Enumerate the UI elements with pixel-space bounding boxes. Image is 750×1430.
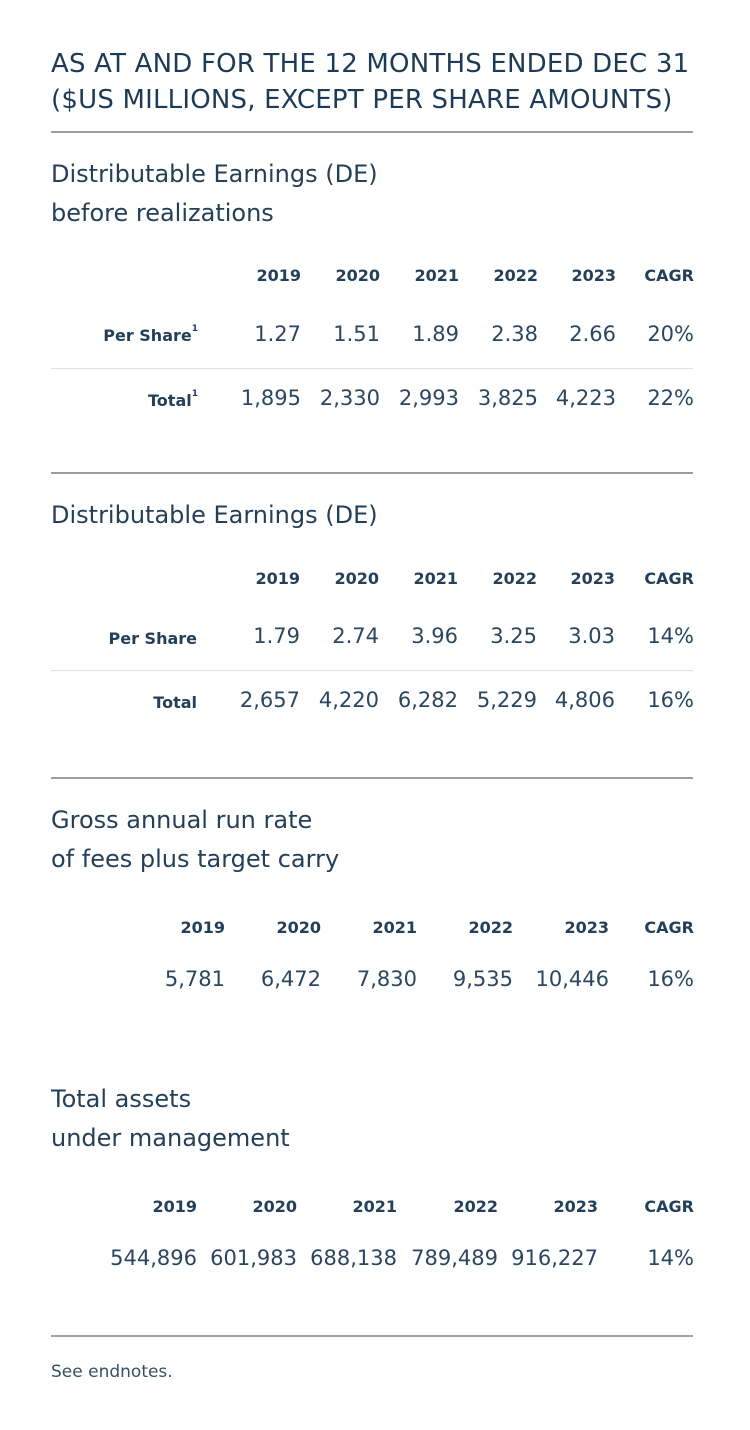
s3-value-2023: 10,446 <box>535 967 609 991</box>
s3-value-cagr: 16% <box>647 967 694 991</box>
s2-total-2023: 4,806 <box>554 688 615 712</box>
s2-col-2020: 2020 <box>334 569 379 588</box>
s4-value-2022: 789,489 <box>411 1246 498 1270</box>
s4-col-2023: 2023 <box>553 1197 598 1216</box>
s3-value-2020: 6,472 <box>260 967 321 991</box>
s2-row-per-share-label: Per Share <box>108 629 198 648</box>
s3-col-2023: 2023 <box>564 918 609 937</box>
s1-total-2022: 3,825 <box>477 386 538 410</box>
s2-col-2019: 2019 <box>255 569 300 588</box>
s1-total-2019: 1,895 <box>240 386 301 410</box>
s4-value-2019: 544,896 <box>110 1246 197 1270</box>
s4-value-2020: 601,983 <box>210 1246 297 1270</box>
footnote: See endnotes. <box>51 1362 173 1382</box>
s1-per-share-cagr: 20% <box>647 322 694 346</box>
s4-col-2019: 2019 <box>152 1197 197 1216</box>
s1-per-share-2022: 2.38 <box>491 322 538 346</box>
section-4-title-line2: under management <box>51 1124 290 1152</box>
s2-total-cagr: 16% <box>647 688 694 712</box>
s1-row-per-share-label: Per Share1 <box>103 324 198 345</box>
s1-col-2022: 2022 <box>493 266 538 285</box>
divider <box>51 1335 693 1337</box>
s3-col-2020: 2020 <box>276 918 321 937</box>
s2-per-share-2022: 3.25 <box>490 624 537 648</box>
page-title-line1: AS AT AND FOR THE 12 MONTHS ENDED DEC 31 <box>51 49 690 79</box>
section-4-title-line1: Total assets <box>51 1085 192 1113</box>
s1-per-share-2020: 1.51 <box>333 322 380 346</box>
s1-total-2020: 2,330 <box>319 386 380 410</box>
s2-per-share-2020: 2.74 <box>332 624 379 648</box>
page-title-line2: ($US MILLIONS, EXCEPT PER SHARE AMOUNTS) <box>51 85 673 115</box>
s2-total-2022: 5,229 <box>476 688 537 712</box>
section-2-title: Distributable Earnings (DE) <box>51 501 378 529</box>
section-3-title-line2: of fees plus target carry <box>51 845 340 873</box>
s1-per-share-2021: 1.89 <box>412 322 459 346</box>
s2-col-2023: 2023 <box>570 569 615 588</box>
s4-col-2020: 2020 <box>252 1197 297 1216</box>
s2-per-share-2023: 3.03 <box>568 624 615 648</box>
s4-col-cagr: CAGR <box>644 1197 694 1216</box>
s1-col-2019: 2019 <box>256 266 301 285</box>
s4-value-2023: 916,227 <box>511 1246 598 1270</box>
s3-value-2021: 7,830 <box>356 967 417 991</box>
s1-total-2023: 4,223 <box>555 386 616 410</box>
s2-per-share-2021: 3.96 <box>411 624 458 648</box>
s2-per-share-2019: 1.79 <box>253 624 300 648</box>
section-3-title-line1: Gross annual run rate <box>51 806 313 834</box>
s2-col-cagr: CAGR <box>644 569 694 588</box>
s2-total-2020: 4,220 <box>318 688 379 712</box>
s2-total-2021: 6,282 <box>397 688 458 712</box>
s4-col-2022: 2022 <box>453 1197 498 1216</box>
section-1-title-line1: Distributable Earnings (DE) <box>51 160 378 188</box>
s1-col-2023: 2023 <box>571 266 616 285</box>
s3-value-2019: 5,781 <box>164 967 225 991</box>
s1-total-2021: 2,993 <box>398 386 459 410</box>
s1-col-2021: 2021 <box>414 266 459 285</box>
s1-col-cagr: CAGR <box>644 266 694 285</box>
s4-value-cagr: 14% <box>647 1246 694 1270</box>
s3-col-2019: 2019 <box>180 918 225 937</box>
s1-per-share-2019: 1.27 <box>254 322 301 346</box>
divider <box>51 777 693 779</box>
s1-total-cagr: 22% <box>647 386 694 410</box>
s1-row-total-label: Total1 <box>148 389 198 410</box>
section-1-title-line2: before realizations <box>51 199 274 227</box>
s1-per-share-2023: 2.66 <box>569 322 616 346</box>
s2-per-share-cagr: 14% <box>647 624 694 648</box>
row-divider <box>51 670 693 671</box>
row-divider <box>51 368 693 369</box>
s3-col-cagr: CAGR <box>644 918 694 937</box>
s3-col-2021: 2021 <box>372 918 417 937</box>
s2-row-total-label: Total <box>153 693 197 712</box>
divider <box>51 131 693 133</box>
s4-col-2021: 2021 <box>352 1197 397 1216</box>
s2-total-2019: 2,657 <box>239 688 300 712</box>
s1-col-2020: 2020 <box>335 266 380 285</box>
s4-value-2021: 688,138 <box>310 1246 397 1270</box>
s2-col-2022: 2022 <box>492 569 537 588</box>
s3-value-2022: 9,535 <box>452 967 513 991</box>
s3-col-2022: 2022 <box>468 918 513 937</box>
s2-col-2021: 2021 <box>413 569 458 588</box>
divider <box>51 472 693 474</box>
